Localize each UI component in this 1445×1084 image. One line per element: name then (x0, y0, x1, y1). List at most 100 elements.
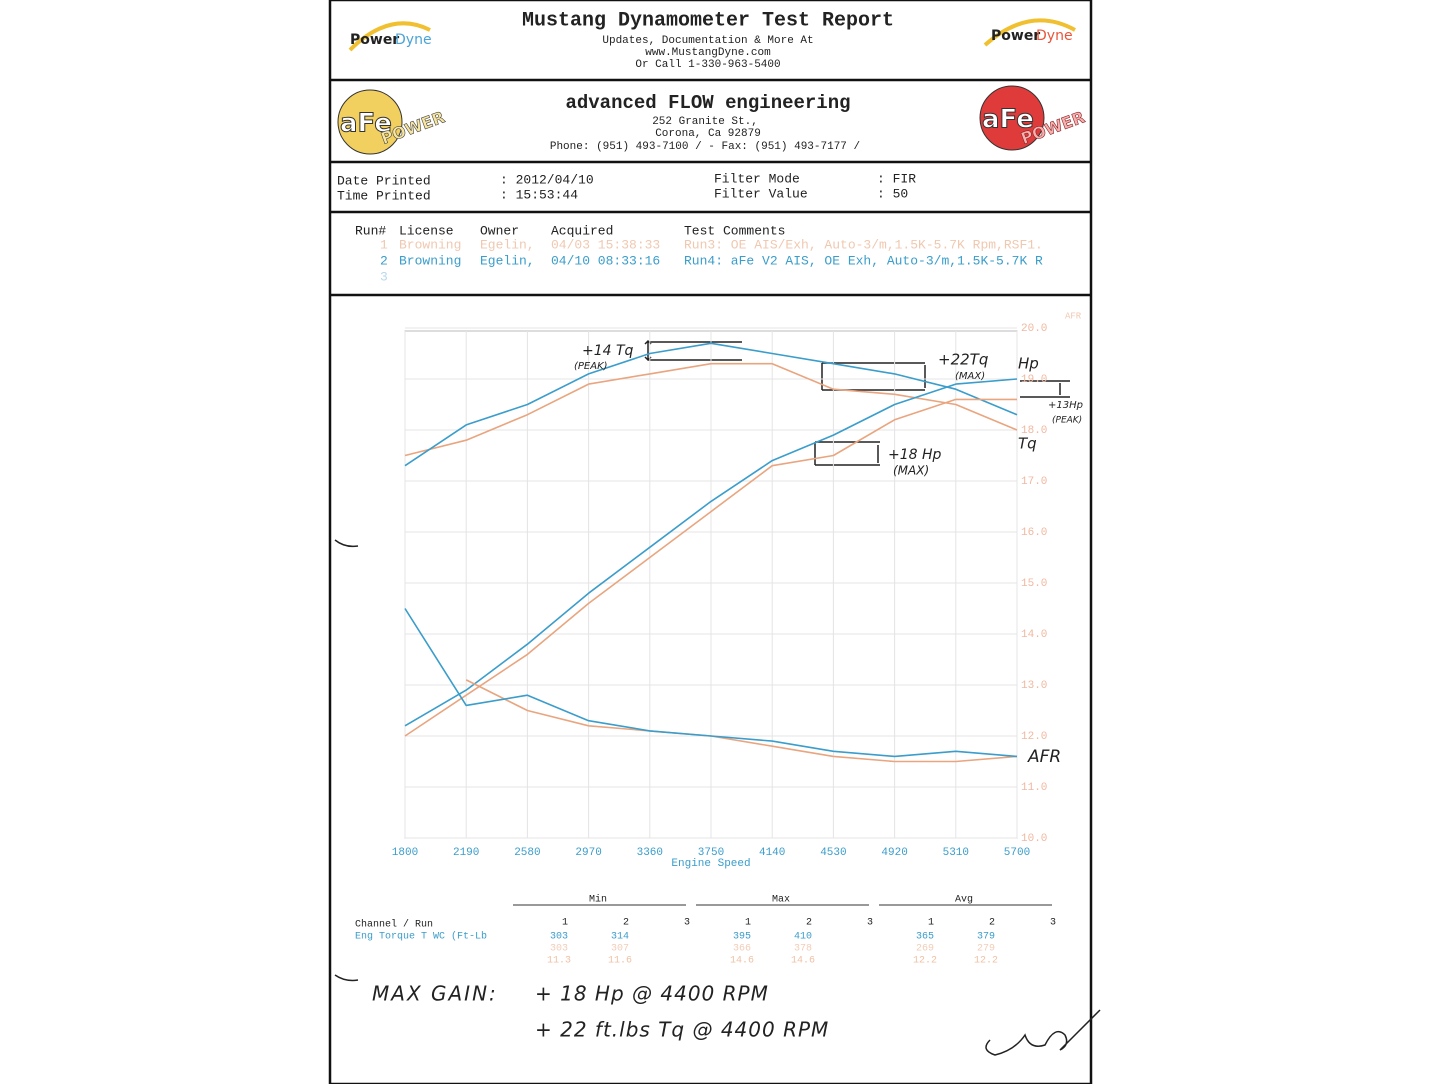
run-cell: 04/10 08:33:16 (551, 253, 660, 268)
info-label: Time Printed (337, 188, 431, 203)
y-tick-label: 12.0 (1021, 731, 1047, 743)
stats-group: Max (772, 895, 790, 906)
stats-cell: 14.6 (730, 956, 754, 967)
stats-cell: 303 (550, 932, 568, 943)
run-cell: 2 (380, 253, 388, 268)
run-column: Owner (480, 223, 519, 238)
stats-cell: 269 (916, 944, 934, 955)
x-tick-label: 4920 (881, 847, 907, 859)
company-name: advanced FLOW engineering (565, 92, 850, 114)
annotation-marks (334, 339, 1101, 1056)
run-column: Run# (355, 223, 386, 238)
stats-group: Avg (955, 895, 973, 906)
annotation: +13Hp (1048, 400, 1083, 411)
y-tick-label: 17.0 (1021, 476, 1047, 488)
data-line (404, 342, 1018, 467)
run-column: Test Comments (684, 223, 785, 238)
stats-cell: 279 (977, 944, 995, 955)
stats-channel-header: Channel / Run (355, 919, 433, 931)
run-cell: 3 (380, 269, 388, 284)
stats-run: 2 (989, 918, 995, 929)
stats-run: 3 (867, 918, 873, 929)
x-tick-label: 4140 (759, 847, 785, 859)
info-value: : 15:53:44 (500, 187, 578, 202)
x-tick-label: 4530 (820, 847, 846, 859)
stats-label: Eng Torque T WC (Ft-Lb (355, 931, 487, 943)
y-tick-label: 10.0 (1021, 833, 1047, 845)
stats-cell: 395 (733, 932, 751, 943)
x-tick-label: 5310 (943, 847, 969, 859)
stats-run: 1 (562, 918, 568, 929)
stats-cell: 410 (794, 932, 812, 943)
stats-cell: 12.2 (913, 956, 937, 967)
logo: Power Dyne (348, 21, 432, 52)
logo-text: Power (991, 28, 1040, 44)
logo-text: Power (350, 32, 399, 48)
stats-cell: 11.6 (608, 956, 632, 967)
x-tick-label: 3750 (698, 847, 724, 859)
y-tick-label: 11.0 (1021, 782, 1047, 794)
run-cell: Run4: aFe V2 AIS, OE Exh, Auto-3/m,1.5K-… (684, 253, 1043, 268)
signature (985, 1009, 1101, 1056)
y-tick-label: 18.0 (1021, 425, 1047, 437)
x-tick-label: 2190 (453, 847, 479, 859)
stats-cell: 303 (550, 944, 568, 955)
stats-cell: 314 (611, 932, 629, 943)
x-tick-label: 1800 (392, 847, 418, 859)
annotation: (PEAK) (1052, 416, 1082, 426)
run-cell: 04/03 15:38:33 (551, 237, 660, 252)
page-border (328, 0, 1093, 1084)
stats-run: 1 (928, 918, 934, 929)
run-cell: 1 (380, 237, 388, 252)
run-cell: Egelin, (480, 253, 535, 268)
y-tick-label: 16.0 (1021, 527, 1047, 539)
stats-cell: 307 (611, 944, 629, 955)
run-cell: Run3: OE AIS/Exh, Auto-3/m,1.5K-5.7K Rpm… (684, 237, 1043, 252)
logo-text: Dyne (1036, 28, 1073, 44)
run-column: Acquired (551, 223, 613, 238)
info-value: : 2012/04/10 (500, 172, 594, 187)
stats-group: Min (589, 894, 607, 906)
data-line (404, 378, 1018, 727)
run-cell: Browning (399, 237, 461, 252)
y-tick-label: 20.0 (1021, 323, 1047, 335)
stats-cell: 14.6 (791, 956, 815, 967)
title: Mustang Dynamometer Test Report (522, 9, 894, 32)
header-line: Updates, Documentation & More At (602, 35, 813, 47)
run-cell: Egelin, (480, 237, 535, 252)
company-line: Phone: (951) 493-7100 / - Fax: (951) 493… (550, 141, 860, 153)
stats-run: 3 (1050, 918, 1056, 929)
stats-cell: 12.2 (974, 956, 998, 967)
annotation: Tq (1018, 435, 1037, 453)
run-cell: Browning (399, 253, 461, 268)
header-line: Or Call 1-330-963-5400 (635, 59, 780, 71)
stats-cell: 365 (916, 932, 934, 943)
y-axis-label: AFR (1065, 311, 1082, 321)
y-tick-label: 15.0 (1021, 578, 1047, 590)
x-tick-label: 2970 (575, 847, 601, 859)
note-line: + 22 ft.lbs Tq @ 4400 RPM (535, 1018, 829, 1042)
data-line (404, 608, 1018, 758)
logo-text: aFe (340, 109, 392, 139)
y-tick-label: 13.0 (1021, 680, 1047, 692)
annotation: (MAX) (955, 371, 985, 382)
x-tick-label: 3360 (637, 847, 663, 859)
stats-cell: 379 (977, 932, 995, 943)
note-title: MAX GAIN: (372, 982, 498, 1006)
data-line (404, 398, 1017, 737)
logo-text: aFe (982, 105, 1034, 135)
info-label: Filter Value (714, 186, 808, 201)
logo: Power Dyne (983, 18, 1076, 47)
company-line: Corona, Ca 92879 (655, 128, 761, 140)
annotation: (PEAK) (574, 361, 608, 372)
y-tick-label: 19.0 (1021, 374, 1047, 386)
annotation: Hp (1018, 355, 1039, 373)
stats-cell: 378 (794, 944, 812, 955)
info-value: : 50 (877, 186, 908, 201)
annotation: (MAX) (893, 464, 929, 478)
stats-run: 1 (745, 918, 751, 929)
x-axis-label: Engine Speed (671, 858, 750, 870)
note-line: + 18 Hp @ 4400 RPM (535, 982, 769, 1006)
